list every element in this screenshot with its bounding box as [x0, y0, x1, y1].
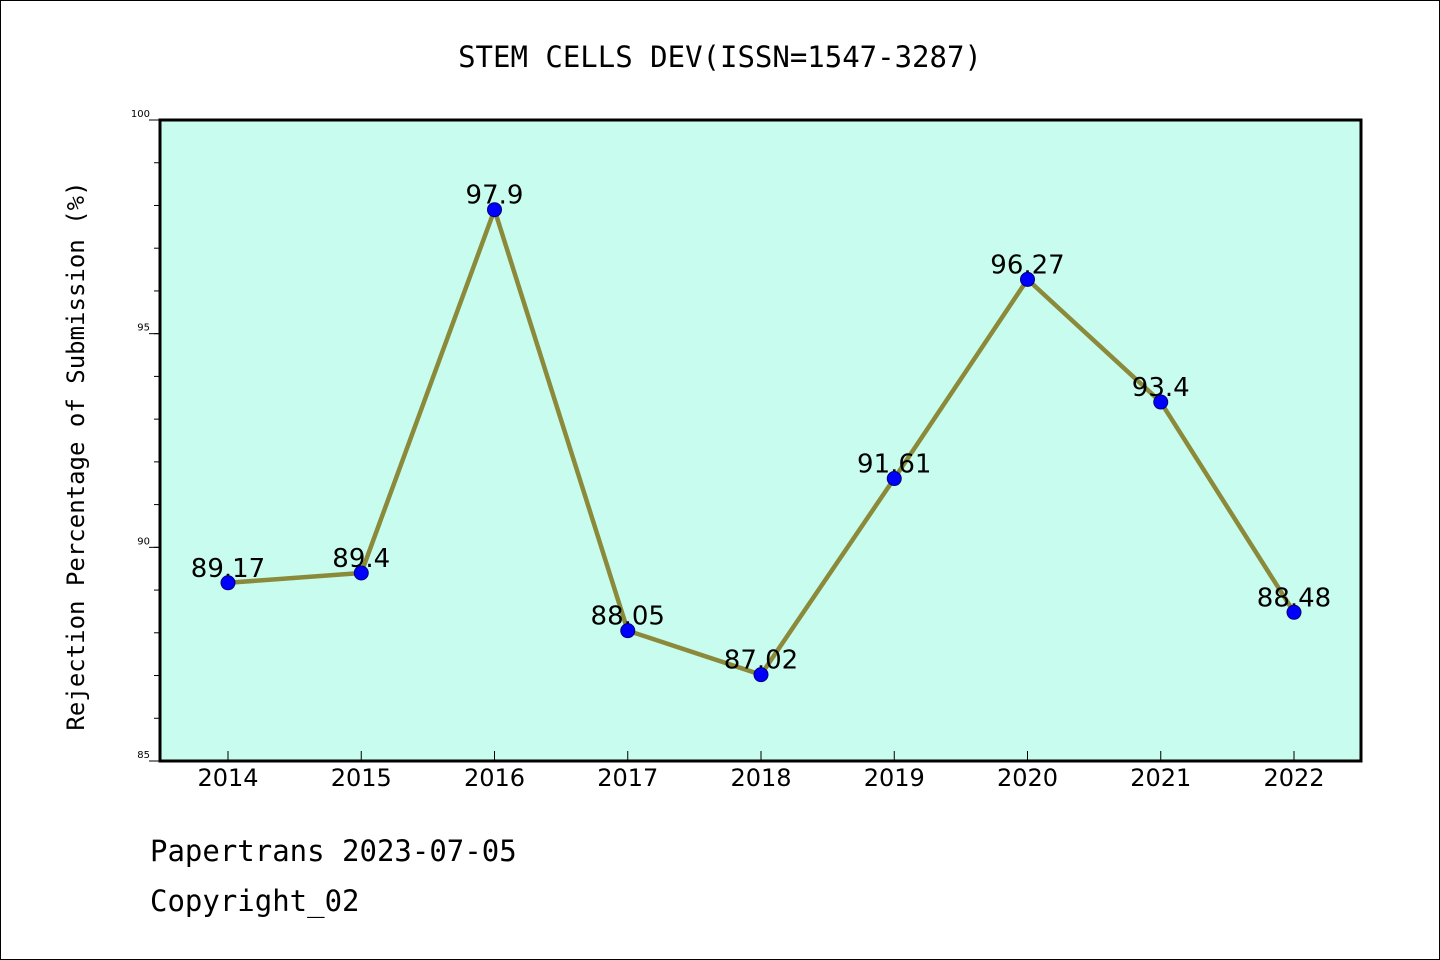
data-point-marker: [1153, 394, 1169, 410]
y-tick-label: 100: [131, 109, 150, 120]
y-tick-label: 95: [137, 323, 150, 334]
x-tick-label: 2017: [597, 764, 658, 792]
x-tick-label: 2018: [730, 764, 791, 792]
y-tick-label: 85: [137, 750, 150, 761]
data-point-marker: [1020, 271, 1035, 287]
x-tick-label: 2020: [997, 764, 1058, 792]
data-point-marker: [220, 575, 236, 591]
chart-title: STEM CELLS DEV(ISSN=1547-3287): [458, 40, 982, 74]
footer-copyright-text: Copyright_02: [150, 884, 360, 918]
x-tick-label: 2019: [864, 764, 925, 792]
x-tick-label: 2022: [1263, 764, 1324, 792]
x-axis-ticks: 2014 2015 2016 2017 2018 2019 2020 2021 2022: [197, 751, 1325, 792]
x-tick-label: 2015: [331, 764, 392, 792]
data-point-marker: [753, 667, 769, 683]
data-point-marker: [620, 623, 636, 639]
x-tick-label: 2016: [464, 764, 525, 792]
data-point-marker: [353, 565, 369, 581]
y-axis-ticks: 85 90 95 100: [131, 109, 160, 762]
footer-date-text: Papertrans 2023-07-05: [150, 834, 517, 868]
data-point-marker: [886, 471, 902, 487]
x-tick-label: 2014: [197, 764, 258, 792]
series-markers: [220, 202, 1302, 683]
data-point-marker: [487, 202, 502, 218]
data-point-marker: [1286, 604, 1302, 620]
y-axis-label: Rejection Percentage of Submission (%): [62, 181, 90, 730]
plot-border: [158, 118, 1363, 763]
x-tick-label: 2021: [1130, 764, 1191, 792]
plot-area: [160, 120, 1361, 761]
y-tick-label: 90: [137, 536, 150, 547]
